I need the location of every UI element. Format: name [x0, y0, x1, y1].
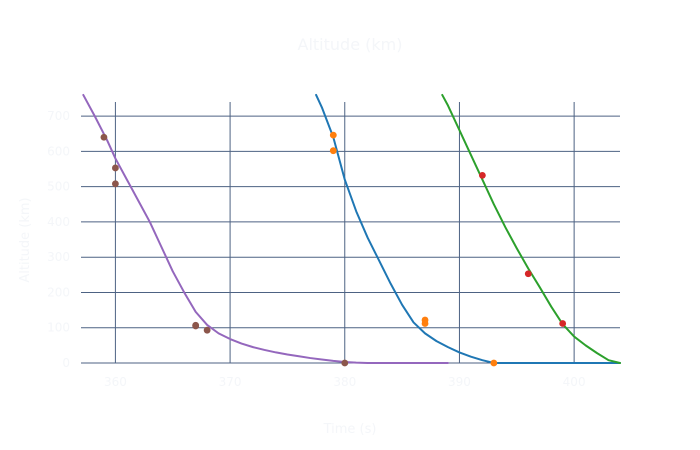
- series-line-4: [441, 93, 621, 364]
- series-point-5-1: [524, 270, 532, 278]
- series-line-2: [315, 93, 621, 364]
- axis-layer: 360 370 380 390 400 0 100 200 300 400 500 600 700: [47, 109, 585, 389]
- series-point-1-5: [203, 326, 211, 334]
- x-tick-label-400: 400: [563, 375, 586, 389]
- series-layer: [82, 93, 621, 364]
- series-point-5-2: [559, 320, 567, 327]
- x-tick-label-360: 360: [104, 375, 127, 389]
- y-tick-label-400: 400: [47, 215, 70, 229]
- series-point-3-4: [490, 359, 498, 367]
- series-point-3-3: [421, 320, 429, 327]
- y-tick-label-700: 700: [47, 109, 70, 123]
- series-point-1-2: [112, 180, 119, 188]
- y-tick-label-300: 300: [47, 250, 70, 264]
- series-point-1-1: [112, 164, 119, 172]
- y-tick-label-100: 100: [47, 321, 70, 335]
- points-layer: [100, 131, 567, 367]
- grid-layer: [81, 102, 620, 364]
- series-point-3-1: [329, 147, 337, 155]
- y-axis-label: Altitude (km): [18, 197, 33, 282]
- chart-title: Altitude (km): [298, 35, 403, 54]
- x-tick-label-390: 390: [448, 375, 471, 389]
- y-tick-label-0: 0: [62, 356, 70, 370]
- series-point-1-4: [192, 322, 200, 330]
- y-tick-label-200: 200: [47, 285, 70, 299]
- x-axis-label: Time (s): [323, 422, 377, 437]
- series-point-3-0: [329, 131, 337, 139]
- series-line-0: [82, 93, 449, 364]
- y-tick-label-500: 500: [47, 180, 70, 194]
- x-tick-label-380: 380: [333, 375, 356, 389]
- series-point-1-0: [100, 133, 108, 141]
- series-point-1-6: [341, 359, 349, 367]
- series-point-5-0: [478, 171, 486, 179]
- y-tick-label-600: 600: [47, 144, 70, 158]
- x-tick-label-370: 370: [219, 375, 242, 389]
